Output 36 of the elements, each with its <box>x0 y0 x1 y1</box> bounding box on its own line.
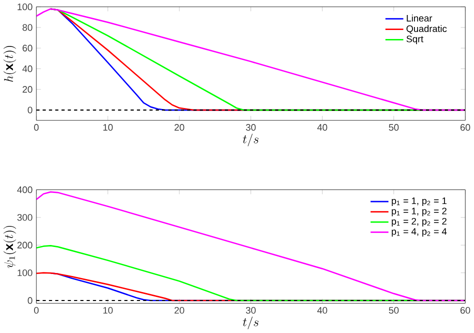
legend-label: p$_{1}$ = 1, p$_{2}$ = 1 <box>392 198 446 206</box>
x-tick-label: 60 <box>460 307 470 314</box>
y-tick-label: 60 <box>22 44 32 52</box>
legend-label: Quadratic <box>406 25 447 34</box>
x-tick-label: 0 <box>34 124 39 131</box>
legend-label: p$_{1}$ = 2, p$_{2}$ = 2 <box>392 218 446 227</box>
x-tick-label: 50 <box>388 307 399 314</box>
x-axis-title: $t/s$ <box>242 134 258 146</box>
y-axis-title: $h(\mathbf{x}(t))$ <box>3 46 16 82</box>
y-tick-label: 80 <box>22 24 32 31</box>
x-tick-label: 30 <box>246 124 256 131</box>
legend-label: Sqrt <box>406 36 424 44</box>
y-tick-label: 0 <box>28 297 32 304</box>
y-tick-label: 300 <box>17 214 32 221</box>
legend-label: Linear <box>406 14 432 22</box>
x-tick-label: 20 <box>174 307 184 314</box>
y-tick-label: 100 <box>18 270 32 276</box>
x-tick-label: 20 <box>174 124 184 131</box>
y-tick-label: 40 <box>22 66 32 72</box>
x-tick-label: 10 <box>103 124 113 131</box>
y-axis-title: $\psi_1(\mathbf{x}(t))$ <box>3 226 16 268</box>
legend-label: p$_{1}$ = 1, p$_{2}$ = 2 <box>392 208 446 216</box>
x-tick-label: 40 <box>317 124 328 131</box>
x-tick-label: 40 <box>317 307 328 314</box>
x-tick-label: 50 <box>388 124 399 131</box>
x-axis-title: $t/s$ <box>242 316 258 330</box>
y-tick-label: 0 <box>28 106 32 114</box>
x-tick-label: 0 <box>34 307 39 314</box>
y-tick-label: 200 <box>17 242 32 249</box>
x-tick-label: 60 <box>460 124 470 131</box>
y-tick-label: 400 <box>17 186 32 194</box>
x-tick-label: 10 <box>103 307 113 314</box>
x-tick-label: 30 <box>246 307 256 314</box>
y-tick-label: 20 <box>22 86 32 93</box>
y-tick-label: 100 <box>18 4 32 10</box>
legend-label: p$_{1}$ = 4, p$_{2}$ = 4 <box>392 228 447 237</box>
